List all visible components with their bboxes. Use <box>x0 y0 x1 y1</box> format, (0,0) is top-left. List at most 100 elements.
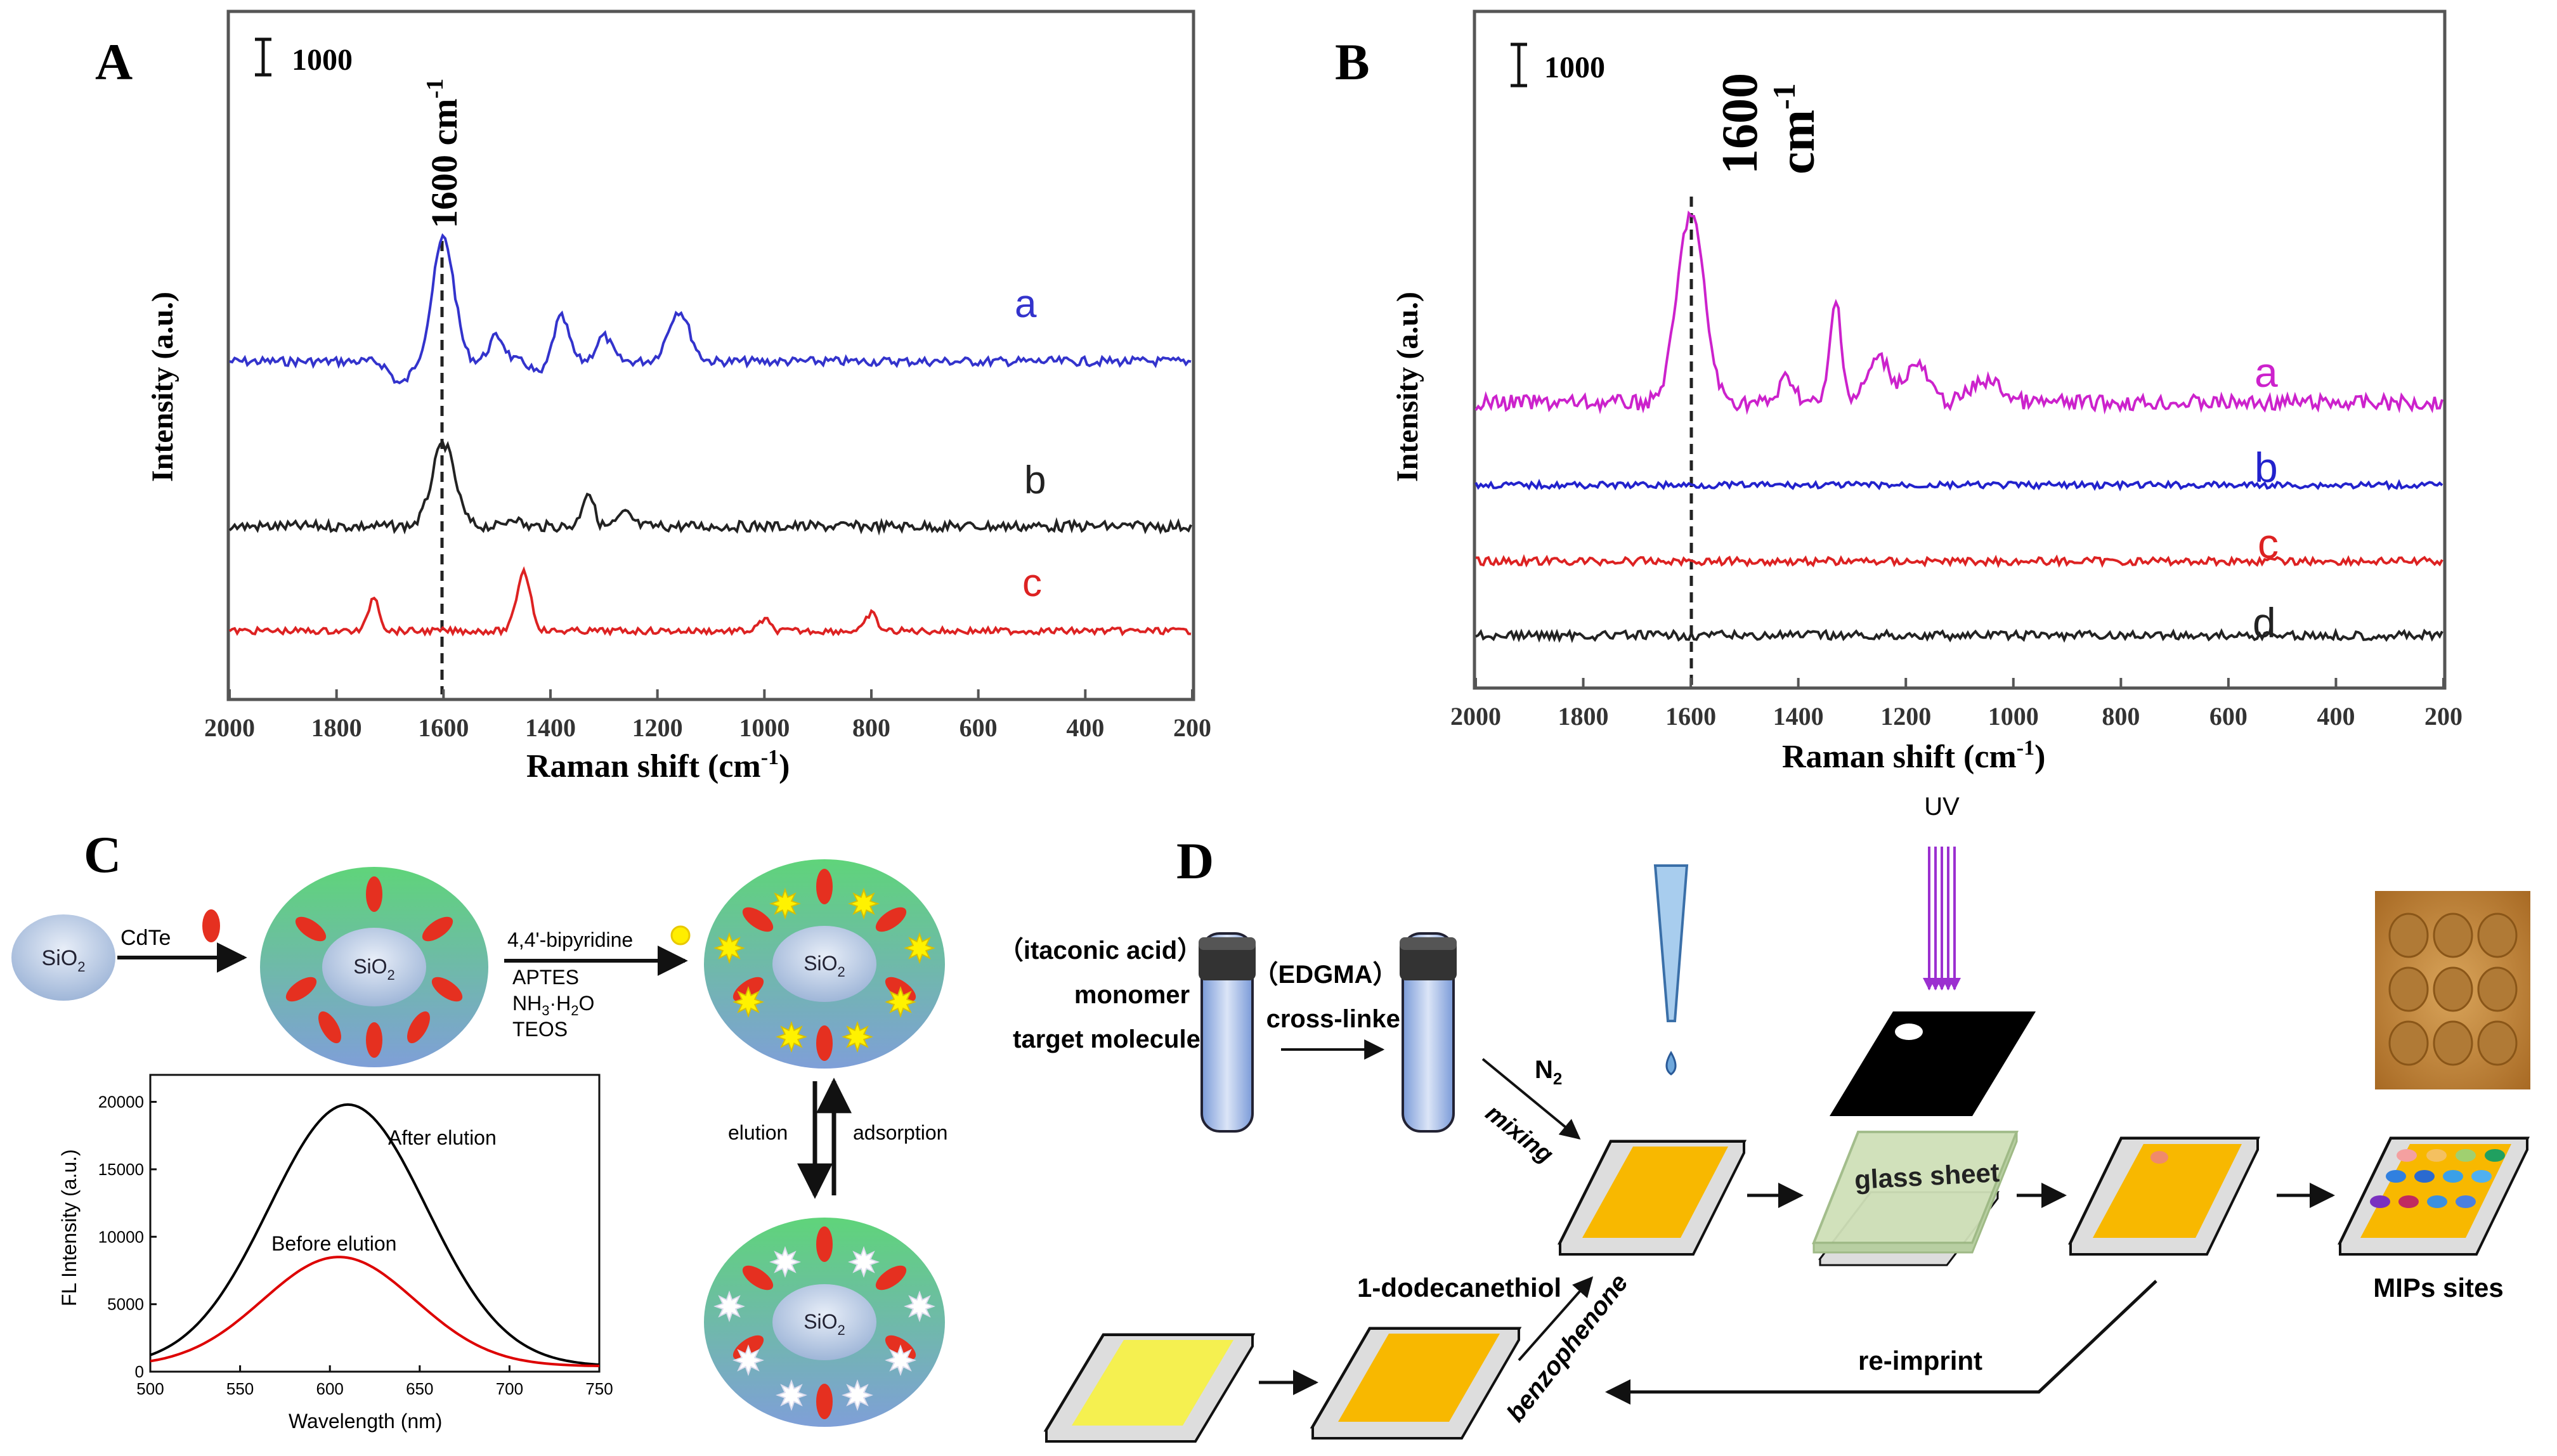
star-mark-icon <box>904 932 935 964</box>
reagent-ammonia: NH3·H2O <box>512 992 594 1018</box>
fl-legend-before: Before elution <box>271 1232 396 1255</box>
slide-imprinted <box>2068 1136 2260 1256</box>
panel-b-frame <box>1473 10 2447 690</box>
panel-a-scale-label: 1000 <box>292 43 353 77</box>
fl-x-tick-label: 650 <box>406 1379 433 1398</box>
star-mark-icon <box>776 1021 807 1053</box>
dodecanethiol-label: 1-dodecanethiol <box>1357 1273 1561 1303</box>
bipyridine-dot-icon <box>670 925 691 946</box>
panel-a-label-a: a <box>1015 282 1037 326</box>
x-tick-label: 1800 <box>1558 702 1609 731</box>
fl-x-tick-label: 700 <box>496 1379 523 1398</box>
x-tick-label: 1200 <box>1880 702 1931 731</box>
fl-xlabel: Wavelength (nm) <box>289 1410 442 1433</box>
fl-x-tick-label: 600 <box>316 1379 344 1398</box>
panel-b-letter: B <box>1335 33 1370 91</box>
panel-b-xlabel: Raman shift (cm-1) <box>1782 736 2045 775</box>
x-tick-label: 2000 <box>1450 702 1501 731</box>
uv-arrows-icon <box>1923 847 1961 991</box>
fl-x-tick-label: 550 <box>226 1379 254 1398</box>
panel-a-peak-label: 1600 cm-1 <box>422 79 465 228</box>
x-tick-label: 1600 <box>1665 702 1716 731</box>
panel-b-label-a: a <box>2254 349 2278 396</box>
crosslinker-line-1: （EDGMA） <box>1253 961 1398 989</box>
vial-monomer-icon <box>1199 932 1256 1133</box>
panel-b-peak-label: 1600 <box>1712 73 1768 174</box>
star-mark-icon <box>769 888 801 920</box>
panel-b-trace-b <box>1474 478 2443 492</box>
x-tick-label: 1600 <box>418 713 469 742</box>
panel-a: A 1000 1600 cm-1 Intensity (a.u.) a b c … <box>95 10 1211 784</box>
star-mark-icon <box>848 888 880 920</box>
panel-a-xlabel: Raman shift (cm-1) <box>526 746 790 784</box>
fl-chart: 500 550 600 650 700 750 0 5000 10000 15000 20000 A… <box>58 1074 613 1433</box>
panel-c: C SiO2 CdTe SiO2 4,4'-bipyridine <box>11 826 947 1433</box>
panel-b-x-ticks: 2000 1800 1600 1400 1200 1000 800 600 400 200 <box>1450 678 2463 731</box>
x-tick-label: 2000 <box>204 713 255 742</box>
x-tick-label: 400 <box>2317 702 2355 731</box>
reagent-aptes: APTES <box>512 966 579 989</box>
x-tick-label: 1000 <box>1988 702 2039 731</box>
svg-text:SiO2: SiO2 <box>353 955 395 983</box>
particle-before-elution: SiO2 <box>704 859 945 1069</box>
x-tick-label: 1000 <box>739 713 790 742</box>
panel-a-trace-b <box>228 439 1192 536</box>
panel-b-peak-label-unit: cm-1 <box>1766 83 1825 174</box>
fl-x-tick-label: 750 <box>585 1379 613 1398</box>
x-tick-label: 800 <box>2102 702 2140 731</box>
star-mark-icon <box>885 986 916 1018</box>
panel-a-letter: A <box>95 33 133 91</box>
star-mark-icon <box>769 1246 801 1278</box>
x-tick-label: 1200 <box>632 713 683 742</box>
monomer-line-2: monomer <box>1074 981 1190 1009</box>
star-mark-icon <box>732 1344 764 1376</box>
glass-sheet-stack: glass sheet <box>1812 1131 2019 1266</box>
panel-c-letter: C <box>84 826 121 883</box>
fl-y-tick-label: 5000 <box>107 1295 144 1314</box>
fl-chart-frame <box>149 1074 601 1373</box>
reagent-bipyridine: 4,4'-bipyridine <box>507 928 633 951</box>
panel-b-trace-a <box>1474 210 2443 415</box>
cdte-dot-icon <box>202 909 220 942</box>
arrow-reimprint <box>1605 1280 2157 1405</box>
n2-label: N2 <box>1535 1056 1562 1088</box>
sio2-label-1: SiO2 <box>42 946 86 975</box>
particle-after-elution: SiO2 <box>704 1218 945 1427</box>
panel-b-label-c: c <box>2258 520 2279 567</box>
pipette-icon <box>1653 864 1689 1076</box>
fl-y-tick-label: 20000 <box>98 1093 144 1112</box>
mips-label: MIPs sites <box>2373 1273 2503 1303</box>
panel-d: D （itaconic acid） monomer target molecul… <box>998 793 2530 1443</box>
panel-b-label-b: b <box>2254 444 2278 491</box>
crosslinker-line-2: cross-linker <box>1266 1005 1410 1033</box>
panel-b-trace-c <box>1476 554 2443 568</box>
x-tick-label: 1400 <box>1773 702 1824 731</box>
star-mark-icon <box>713 1290 745 1322</box>
star-mark-icon <box>732 986 764 1018</box>
reagent-teos: TEOS <box>512 1018 568 1041</box>
slide-coated <box>1557 1140 1747 1256</box>
x-tick-label: 200 <box>2424 702 2463 731</box>
fl-legend-after: After elution <box>388 1126 497 1149</box>
svg-text:SiO2: SiO2 <box>804 1310 845 1338</box>
svg-text:SiO2: SiO2 <box>804 952 845 980</box>
x-tick-label: 200 <box>1173 713 1211 742</box>
reimprint-label: re-imprint <box>1858 1346 1982 1375</box>
fl-y-tick-label: 0 <box>135 1362 144 1381</box>
panel-a-trace-a <box>229 233 1192 385</box>
panel-a-ylabel: Intensity (a.u.) <box>146 292 179 482</box>
fl-y-tick-label: 10000 <box>98 1227 144 1246</box>
fl-chart-ticks: 500 550 600 650 700 750 0 5000 10000 15000 20000 <box>98 1093 613 1398</box>
star-mark-icon <box>904 1290 935 1322</box>
mips-photo <box>2375 891 2530 1089</box>
panel-b-label-d: d <box>2253 599 2276 646</box>
x-tick-label: 600 <box>960 713 998 742</box>
cdte-label: CdTe <box>120 926 171 950</box>
x-tick-label: 400 <box>1066 713 1104 742</box>
particle-cdte-loaded: SiO2 <box>260 867 488 1067</box>
vial-crosslinker-icon <box>1400 932 1457 1133</box>
panel-b-scale-bar: 1000 <box>1511 42 1605 88</box>
monomer-line-1: （itaconic acid） <box>998 937 1202 965</box>
x-tick-label: 1400 <box>525 713 576 742</box>
